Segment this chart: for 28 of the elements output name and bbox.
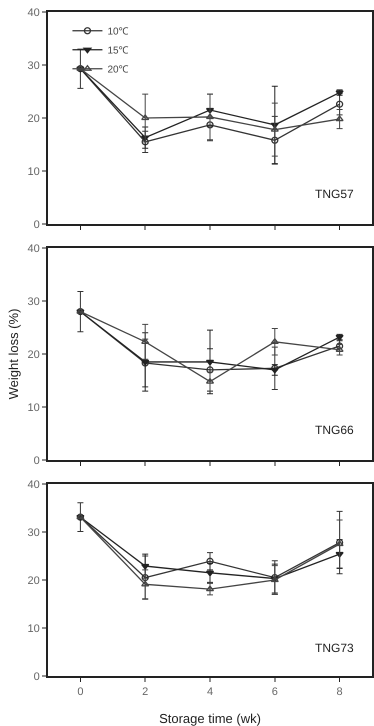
y-tick-label: 40: [28, 242, 40, 255]
legend-label: 10℃: [107, 26, 129, 38]
y-tick-label: 40: [28, 6, 40, 19]
y-axis-title: Weight loss (%): [6, 308, 21, 400]
x-tick-label: 6: [272, 686, 278, 698]
y-tick-label: 0: [34, 454, 40, 467]
y-tick-label: 20: [28, 112, 40, 125]
annotation: TNG66: [315, 423, 354, 437]
x-tick-label: 4: [206, 686, 214, 698]
y-tick-label: 30: [28, 526, 40, 539]
y-tick-label: 30: [28, 60, 40, 72]
y-tick-label: 10: [28, 622, 40, 635]
annotation: TNG57: [315, 187, 354, 201]
y-tick-label: 20: [28, 348, 40, 361]
y-tick-label: 40: [28, 478, 40, 491]
x-tick-label: 0: [77, 686, 84, 698]
y-tick-label: 10: [28, 166, 40, 178]
x-axis-title: Storage time (wk): [159, 711, 261, 726]
y-tick-label: 0: [34, 670, 40, 683]
legend-label: 20℃: [107, 64, 129, 76]
y-tick-label: 0: [34, 218, 40, 231]
y-tick-label: 10: [28, 402, 40, 414]
x-tick-label: 8: [336, 686, 343, 698]
annotation: TNG73: [315, 641, 354, 655]
y-tick-label: 20: [28, 574, 40, 587]
legend-label: 15℃: [107, 46, 129, 57]
y-tick-label: 30: [28, 296, 40, 308]
x-tick-label: 2: [142, 686, 148, 698]
